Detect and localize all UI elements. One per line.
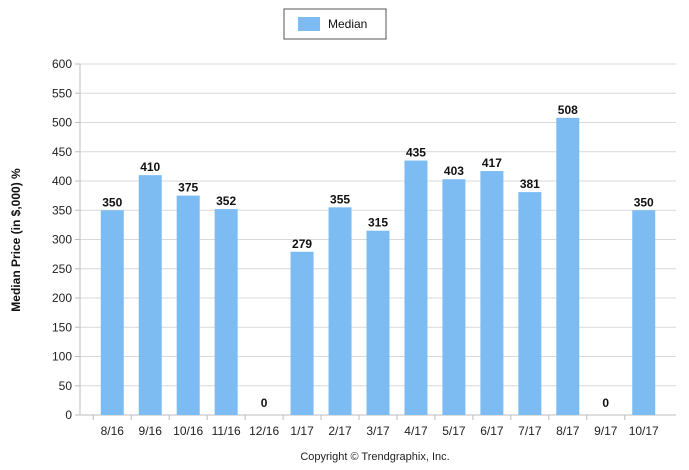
y-tick-label: 500 [52, 116, 72, 130]
data-label-10-17: 350 [634, 195, 654, 209]
y-tick-label: 200 [52, 291, 72, 305]
y-tick-label: 550 [52, 86, 72, 100]
data-label-5-17: 403 [444, 164, 464, 178]
legend-entry-median: Median [328, 17, 367, 31]
data-label-3-17: 315 [368, 216, 388, 230]
x-tick-label-10-17: 10/17 [629, 424, 659, 438]
y-tick-label: 0 [65, 408, 72, 422]
data-label-12-16: 0 [261, 396, 268, 410]
y-axis-label: Median Price (in $,000) % [9, 168, 23, 312]
bar-10-17 [632, 210, 656, 415]
bar-10-16 [176, 195, 200, 415]
data-label-11-16: 352 [216, 194, 236, 208]
legend[interactable]: Median [283, 8, 387, 40]
y-tick-label: 50 [59, 379, 73, 393]
x-tick-label-9-17: 9/17 [594, 424, 618, 438]
x-tick-label-8-16: 8/16 [101, 424, 125, 438]
bar-2-17 [328, 207, 352, 415]
y-tick-label: 450 [52, 145, 72, 159]
copyright-text: Copyright © Trendgraphix, Inc. [300, 451, 449, 463]
data-label-4-17: 435 [406, 146, 426, 160]
bar-7-17 [518, 192, 542, 415]
x-tick-label-10-16: 10/16 [173, 424, 203, 438]
y-tick-label: 350 [52, 203, 72, 217]
bar-1-17 [290, 251, 314, 415]
data-label-9-17: 0 [602, 396, 609, 410]
x-axis-ticks: 8/16 9/16 10/16 11/16 12/16 1/17 2/17 3/17 4/17 5… [92, 415, 659, 438]
x-tick-label-3-17: 3/17 [366, 424, 390, 438]
y-tick-label: 400 [52, 174, 72, 188]
data-label-9-16: 410 [140, 160, 160, 174]
legend-swatch [298, 17, 320, 31]
data-label-6-17: 417 [482, 156, 502, 170]
x-tick-label-12-16: 12/16 [249, 424, 279, 438]
bar-3-17 [366, 230, 390, 415]
bars [100, 117, 656, 415]
data-label-10-16: 375 [178, 181, 198, 195]
bar-8-17 [556, 117, 580, 415]
data-label-8-16: 350 [102, 195, 122, 209]
y-tick-label: 100 [52, 350, 72, 364]
y-tick-label: 300 [52, 233, 72, 247]
y-tick-label: 250 [52, 262, 72, 276]
y-tick-label: 150 [52, 320, 72, 334]
data-label-1-17: 279 [292, 237, 312, 251]
x-tick-label-6-17: 6/17 [480, 424, 504, 438]
bar-6-17 [480, 171, 504, 415]
x-tick-label-9-16: 9/16 [139, 424, 163, 438]
data-label-8-17: 508 [558, 103, 578, 117]
x-tick-label-4-17: 4/17 [404, 424, 428, 438]
bar-9-16 [138, 175, 162, 415]
data-labels: 350 410 375 352 0 279 355 315 435 403 417 381 508 0 35… [102, 103, 654, 410]
x-tick-label-5-17: 5/17 [442, 424, 466, 438]
x-tick-label-8-17: 8/17 [556, 424, 580, 438]
x-tick-label-1-17: 1/17 [290, 424, 314, 438]
x-tick-label-7-17: 7/17 [518, 424, 542, 438]
bar-5-17 [442, 179, 466, 415]
data-label-2-17: 355 [330, 192, 350, 206]
x-tick-label-11-16: 11/16 [212, 424, 241, 438]
bar-4-17 [404, 160, 428, 415]
data-label-7-17: 381 [520, 177, 540, 191]
y-axis-ticks: 0 50 100 150 200 250 300 350 400 450 500 550 600 [52, 57, 80, 422]
x-tick-label-2-17: 2/17 [328, 424, 352, 438]
y-tick-label: 600 [52, 57, 72, 71]
bar-11-16 [214, 209, 238, 415]
bar-8-16 [100, 210, 124, 415]
